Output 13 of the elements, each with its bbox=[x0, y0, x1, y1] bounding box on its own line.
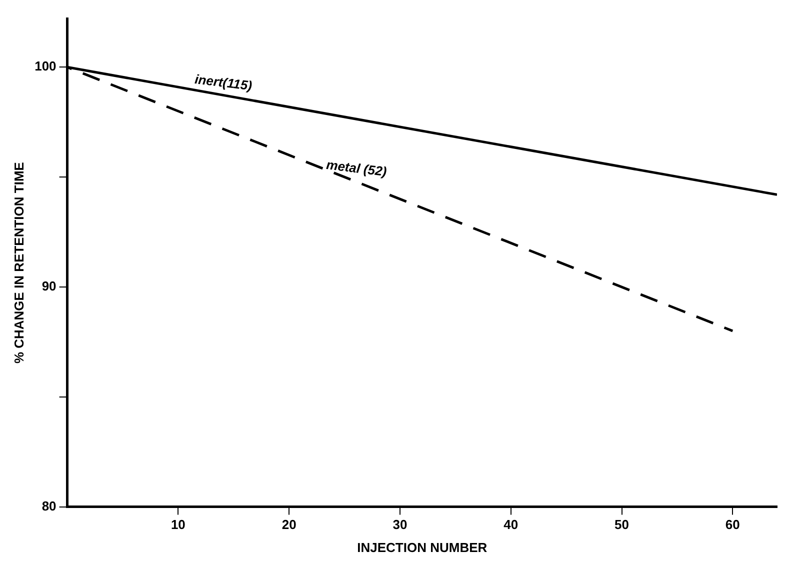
y-tick-label: 90 bbox=[42, 278, 56, 294]
x-tick-label: 40 bbox=[504, 517, 518, 532]
x-tick-label: 50 bbox=[614, 517, 629, 532]
y-axis-title: % CHANGE IN RETENTION TIME bbox=[11, 162, 26, 364]
x-tick-label: 30 bbox=[392, 517, 408, 532]
x-tick-label: 10 bbox=[170, 517, 186, 532]
y-tick-label: 80 bbox=[42, 498, 56, 514]
annotation: inert(115) bbox=[194, 71, 253, 94]
x-tick-label: 20 bbox=[282, 517, 296, 532]
y-tick-label: 100 bbox=[34, 58, 56, 74]
annotation: metal (52) bbox=[326, 157, 388, 180]
x-axis-title: INJECTION NUMBER bbox=[357, 540, 488, 555]
x-tick-label: 60 bbox=[725, 517, 740, 532]
